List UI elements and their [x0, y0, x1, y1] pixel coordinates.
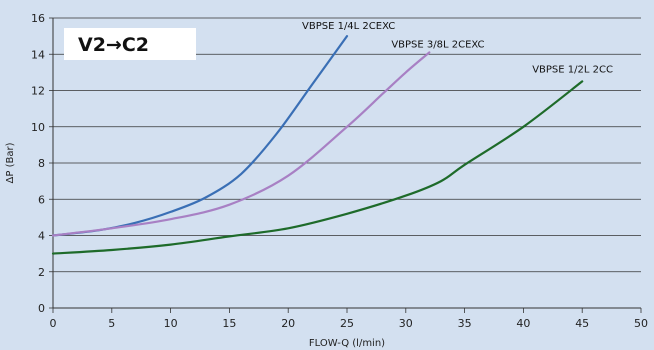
x-tick-label: 15 — [222, 317, 236, 330]
x-tick-labels: 0 5 10 15 20 25 30 35 40 45 50 — [50, 317, 649, 330]
series-lines — [51, 35, 584, 255]
x-tick-label: 10 — [164, 317, 178, 330]
series-label-3: VBPSE 1/2L 2CC — [532, 64, 613, 75]
x-tick-label: 20 — [281, 317, 295, 330]
title-box — [64, 28, 196, 60]
x-tick-label: 5 — [108, 317, 115, 330]
y-tick-label: 10 — [31, 121, 45, 134]
chart-title: V2→C2 — [78, 34, 149, 56]
y-tick-label: 2 — [38, 266, 45, 279]
x-tick-label: 50 — [634, 317, 648, 330]
x-tick-label: 35 — [458, 317, 472, 330]
x-tick-label: 25 — [340, 317, 354, 330]
series-line-3 — [51, 80, 584, 255]
series-labels: VBPSE 1/4L 2CEXC VBPSE 3/8L 2CEXC VBPSE 1/… — [302, 21, 613, 75]
y-tick-labels: 0 2 4 6 8 10 12 14 16 — [31, 12, 45, 315]
y-tick-label: 4 — [38, 230, 45, 243]
y-tick-label: 0 — [38, 302, 45, 315]
series-line-2 — [51, 51, 431, 237]
series-label-1: VBPSE 1/4L 2CEXC — [302, 21, 395, 32]
y-axis-label: ΔP (Bar) — [5, 142, 16, 183]
y-tick-label: 12 — [31, 85, 45, 98]
y-tick-label: 6 — [38, 193, 45, 206]
x-tick-label: 45 — [575, 317, 589, 330]
y-tick-label: 16 — [31, 12, 45, 25]
series-label-2: VBPSE 3/8L 2CEXC — [391, 39, 484, 50]
axes — [49, 17, 642, 313]
x-axis-label: FLOW-Q (l/min) — [309, 338, 385, 349]
x-tick-label: 0 — [50, 317, 57, 330]
x-tick-label: 30 — [399, 317, 413, 330]
x-tick-label: 40 — [516, 317, 530, 330]
y-tick-label: 14 — [31, 48, 45, 61]
y-tick-label: 8 — [38, 157, 45, 170]
